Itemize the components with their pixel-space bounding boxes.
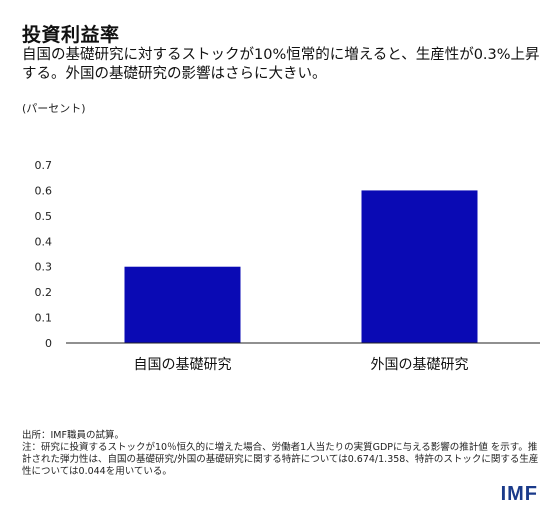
chart-title: 投資利益率	[22, 24, 120, 46]
y-tick-label: 0.6	[35, 184, 53, 197]
y-tick-label: 0.7	[35, 159, 53, 172]
bar	[361, 190, 478, 343]
bar-chart: 0 0.1 0.2 0.3 0.4 0.5 0.6 0.7 自国の基礎研究 外国の基礎研究	[35, 159, 540, 373]
imf-logo: IMF	[500, 483, 538, 505]
y-tick-label: 0.5	[35, 210, 53, 223]
footnote: 注：研究に投資するストックが10％恒久的に増えた場合、労働者1人当たりの実質GD…	[22, 442, 539, 477]
x-category-label: 外国の基礎研究	[371, 356, 469, 373]
y-tick-label: 0.3	[35, 261, 53, 274]
y-tick-label: 0.4	[35, 235, 53, 248]
chart-notes: 出所：IMF職員の試算。 注：研究に投資するストックが10％恒久的に増えた場合、…	[22, 430, 542, 478]
x-category-label: 自国の基礎研究	[134, 356, 232, 373]
y-tick-label: 0.1	[35, 312, 53, 325]
y-tick-label: 0	[45, 337, 52, 350]
bar	[124, 266, 241, 343]
y-axis-unit-label: (パーセント)	[22, 102, 86, 115]
source-note: 出所：IMF職員の試算。	[22, 430, 124, 441]
y-tick-label: 0.2	[35, 286, 53, 299]
chart-subtitle: 自国の基礎研究に対するストックが10%恒常的に増えると、生産性が0.3%上昇する…	[22, 47, 540, 82]
